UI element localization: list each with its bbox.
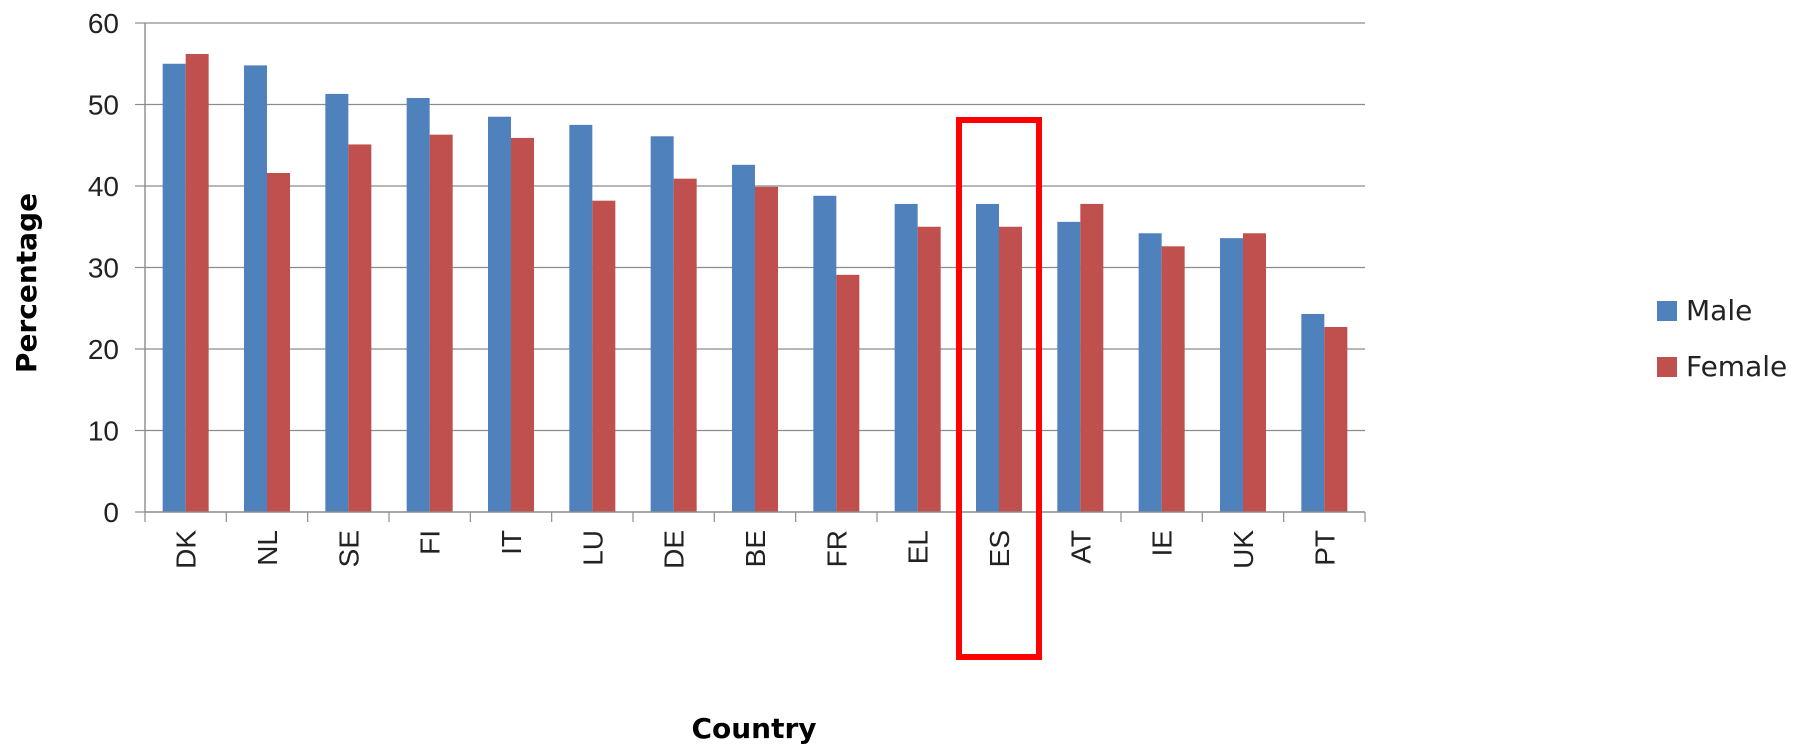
legend-swatch-female	[1657, 357, 1677, 377]
bar-female-dk	[185, 53, 209, 512]
legend-swatch-male	[1657, 301, 1677, 321]
axes	[144, 23, 1366, 522]
x-tick-label-it: IT	[496, 530, 527, 555]
y-tick-label: 50	[88, 90, 119, 121]
bar-female-es	[999, 226, 1022, 512]
y-tick-label: 60	[88, 8, 119, 39]
y-tick-label: 0	[103, 497, 119, 528]
y-tick-label: 30	[88, 253, 119, 284]
bar-female-ie	[1161, 246, 1185, 512]
x-tick-label-de: DE	[659, 530, 690, 569]
x-tick-label-fr: FR	[821, 530, 852, 567]
bar-female-it	[511, 137, 534, 513]
bars	[162, 53, 1348, 513]
bar-male-ie	[1138, 233, 1162, 512]
bar-male-pt	[1301, 313, 1325, 512]
bar-female-de	[673, 178, 697, 513]
bar-female-el	[917, 226, 941, 512]
bar-male-it	[488, 116, 511, 512]
bar-female-lu	[592, 200, 616, 513]
bar-female-se	[348, 144, 372, 512]
x-tick-label-lu: LU	[577, 530, 608, 566]
x-tick-label-fi: FI	[415, 530, 446, 555]
x-tick-label-es: ES	[984, 530, 1015, 567]
y-axis-title: Percentage	[10, 193, 43, 373]
bar-male-lu	[569, 124, 593, 512]
y-tick-labels: 0 10 20 30 40 50 60	[88, 8, 119, 528]
bar-female-pt	[1324, 326, 1348, 512]
bar-male-dk	[162, 63, 186, 512]
bar-male-at	[1057, 221, 1081, 513]
bar-female-nl	[267, 172, 290, 512]
y-tick-label: 20	[88, 334, 119, 365]
bar-male-uk	[1220, 238, 1243, 512]
bar-male-nl	[244, 65, 267, 512]
bar-male-fi	[406, 97, 430, 512]
bar-female-fi	[429, 134, 453, 512]
bar-female-at	[1080, 203, 1104, 512]
x-tick-label-uk: UK	[1228, 530, 1259, 569]
legend-label-female: Female	[1686, 350, 1787, 383]
bar-female-uk	[1243, 233, 1266, 512]
x-tick-label-dk: DK	[171, 530, 202, 569]
bar-male-fr	[813, 195, 837, 512]
y-tick-label: 10	[88, 416, 119, 447]
x-axis-title: Country	[691, 712, 816, 745]
x-tick-labels: DK NL SE FI IT LU DE BE FR EL ES AT IE UK PT	[171, 530, 1341, 569]
x-tick-label-pt: PT	[1309, 530, 1340, 566]
bar-male-es	[976, 203, 999, 512]
x-tick-label-ie: IE	[1147, 530, 1178, 556]
x-tick-label-el: EL	[903, 530, 934, 564]
x-tick-label-nl: NL	[252, 530, 283, 566]
bar-male-el	[894, 203, 918, 512]
highlight-box-es	[956, 117, 1042, 660]
y-tick-label: 40	[88, 171, 119, 202]
legend: Male Female	[1657, 294, 1787, 383]
x-tick-label-be: BE	[740, 530, 771, 567]
bar-female-fr	[836, 274, 860, 512]
legend-label-male: Male	[1686, 294, 1752, 327]
bar-male-de	[650, 136, 674, 512]
bar-male-be	[732, 164, 755, 512]
bar-male-se	[325, 93, 349, 512]
x-tick-label-at: AT	[1065, 530, 1096, 564]
bar-female-be	[755, 186, 778, 512]
x-tick-label-se: SE	[333, 530, 364, 567]
